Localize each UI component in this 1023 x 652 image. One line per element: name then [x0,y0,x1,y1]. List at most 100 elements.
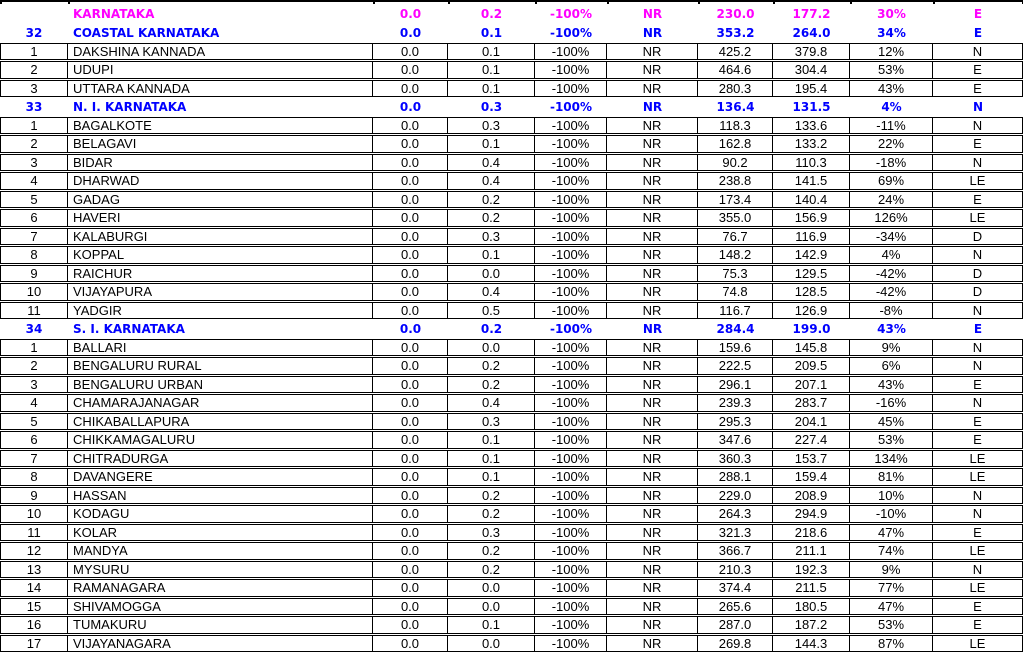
departure-a-cell: -100% [535,283,607,301]
sr-cell: 3 [0,153,68,171]
rain-b-cell: 0.1 [448,135,535,153]
rain-a-cell: 0.0 [373,246,448,264]
normal-cell: 304.4 [773,61,850,79]
name-cell: KALABURGI [68,227,373,245]
actual-cell: 90.2 [698,153,773,171]
table-row-district: 11 YADGIR 0.0 0.5 -100% NR 116.7 126.9 -8% N [0,301,1023,319]
rain-b-cell: 0.1 [448,42,535,60]
rain-a-cell: 0.0 [373,505,448,523]
table-row-district: 1 BALLARI 0.0 0.0 -100% NR 159.6 145.8 9% N [0,338,1023,356]
actual-cell: 136.4 [716,99,755,114]
departure-b-cell: -42% [850,264,933,282]
departure-b-cell: -34% [850,227,933,245]
category-cell: E [933,190,1023,208]
name-cell: BAGALKOTE [68,116,373,134]
departure-b-cell: 34% [877,25,906,40]
rain-a-cell: 0.0 [373,634,448,652]
departure-b-cell: 74% [850,542,933,560]
sr-cell: 11 [0,301,68,319]
name-cell: BELAGAVI [68,135,373,153]
sr-cell: 10 [0,505,68,523]
nr-cell: NR [607,486,698,504]
normal-cell: 187.2 [773,616,850,634]
sr-cell: 10 [0,283,68,301]
table-row-state: KARNATAKA 0.0 0.2 -100% NR 230.0 177.2 30% E [0,5,1023,24]
departure-a-cell: -100% [535,542,607,560]
nr-cell: NR [607,431,698,449]
rain-a-cell: 0.0 [373,449,448,467]
actual-cell: 360.3 [698,449,773,467]
departure-a-cell: -100% [535,153,607,171]
actual-cell: 353.2 [716,25,755,40]
departure-a-cell: -100% [535,560,607,578]
normal-cell: 204.1 [773,412,850,430]
sr-cell: 2 [0,61,68,79]
nr-cell: NR [607,616,698,634]
name-cell: CHIKABALLAPURA [68,412,373,430]
departure-a-cell: -100% [535,597,607,615]
category-cell: N [933,116,1023,134]
category-cell: E [933,616,1023,634]
sr-cell: 17 [0,634,68,652]
rain-b-cell: 0.4 [448,153,535,171]
departure-b-cell: 134% [850,449,933,467]
actual-cell: 239.3 [698,394,773,412]
rain-b-cell: 0.1 [448,61,535,79]
departure-a-cell: -100% [535,264,607,282]
rain-b-cell: 0.4 [448,172,535,190]
actual-cell: 238.8 [698,172,773,190]
table-row-region: 32 COASTAL KARNATAKA 0.0 0.1 -100% NR 353.2 264… [0,24,1023,43]
nr-cell: NR [607,468,698,486]
normal-cell: 209.5 [773,357,850,375]
table-row-district: 5 CHIKABALLAPURA 0.0 0.3 -100% NR 295.3 204.1 45… [0,412,1023,430]
rain-b-cell: 0.3 [448,523,535,541]
rainfall-table: KARNATAKA 0.0 0.2 -100% NR 230.0 177.2 30% E 32 CO… [0,5,1023,652]
departure-a-cell: -100% [535,227,607,245]
nr-cell: NR [607,542,698,560]
sr-cell: 12 [0,542,68,560]
rain-b-cell: 0.1 [448,246,535,264]
sr-cell: 11 [0,523,68,541]
name-cell: KOLAR [68,523,373,541]
actual-cell: 148.2 [698,246,773,264]
departure-b-cell: 47% [850,597,933,615]
normal-cell: 116.9 [773,227,850,245]
normal-cell: 133.2 [773,135,850,153]
nr-cell: NR [607,264,698,282]
normal-cell: 195.4 [773,79,850,97]
table-row-district: 1 BAGALKOTE 0.0 0.3 -100% NR 118.3 133.6 -11% N [0,116,1023,134]
normal-cell: 379.8 [773,42,850,60]
rain-b-cell: 0.3 [448,227,535,245]
departure-b-cell: -18% [850,153,933,171]
nr-cell: NR [607,338,698,356]
sr-cell: 2 [0,357,68,375]
sr-cell: 4 [0,172,68,190]
normal-cell: 208.9 [773,486,850,504]
normal-cell: 142.9 [773,246,850,264]
normal-cell: 264.0 [792,25,831,40]
rain-b-cell: 0.3 [448,412,535,430]
table-row-district: 2 BELAGAVI 0.0 0.1 -100% NR 162.8 133.2 22% E [0,135,1023,153]
category-cell: N [933,42,1023,60]
normal-cell: 140.4 [773,190,850,208]
sr-cell: 2 [0,135,68,153]
table-row-district: 13 MYSURU 0.0 0.2 -100% NR 210.3 192.3 9% N [0,560,1023,578]
name-cell: COASTAL KARNATAKA [73,25,220,40]
rain-a-cell: 0.0 [373,560,448,578]
departure-b-cell: 87% [850,634,933,652]
nr-cell: NR [607,135,698,153]
departure-b-cell: 30% [877,7,906,22]
rain-a-cell: 0.0 [373,597,448,615]
category-cell: E [933,79,1023,97]
name-cell: MANDYA [68,542,373,560]
rain-a-cell: 0.0 [373,264,448,282]
actual-cell: 425.2 [698,42,773,60]
nr-cell: NR [607,394,698,412]
actual-cell: 116.7 [698,301,773,319]
category-cell: LE [933,634,1023,652]
actual-cell: 284.4 [716,321,755,336]
rain-a-cell: 0.0 [373,375,448,393]
departure-b-cell: -11% [850,116,933,134]
category-cell: N [933,246,1023,264]
